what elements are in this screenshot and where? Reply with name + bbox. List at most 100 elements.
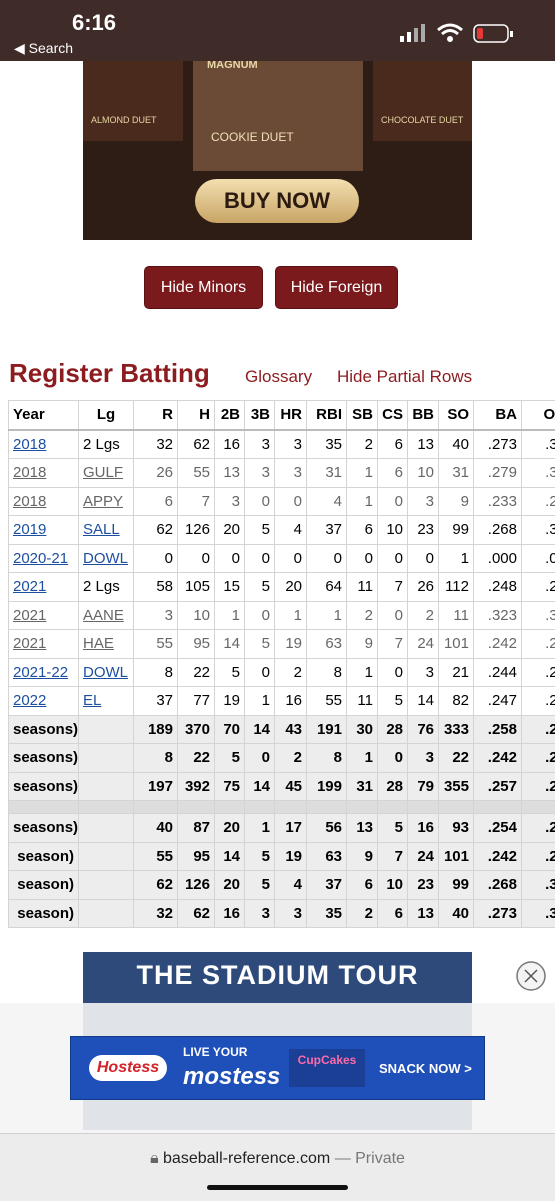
table-cell[interactable]: 2018 bbox=[9, 459, 79, 488]
separator-cell bbox=[474, 801, 522, 814]
ad-banner[interactable]: MAGNUM ALMOND DUET COOKIE DUET CHOCOLATE… bbox=[83, 61, 472, 240]
summary-cell bbox=[79, 744, 134, 773]
summary-cell: 5 bbox=[245, 871, 275, 900]
separator-cell bbox=[408, 801, 439, 814]
summary-cell: .254 bbox=[474, 814, 522, 843]
summary-cell: 6 bbox=[347, 871, 378, 900]
table-cell: 63 bbox=[307, 630, 347, 659]
table-cell: 0 bbox=[378, 601, 408, 630]
table-cell[interactable]: 2021 bbox=[9, 573, 79, 602]
summary-cell: .29 bbox=[522, 772, 555, 801]
table-cell: 37 bbox=[134, 687, 178, 716]
table-cell[interactable]: EL bbox=[79, 687, 134, 716]
close-ad-button[interactable] bbox=[515, 960, 547, 992]
table-cell: .28 bbox=[522, 687, 555, 716]
table-cell[interactable]: 2020-21 bbox=[9, 544, 79, 573]
table-cell: 11 bbox=[347, 573, 378, 602]
partial-rows-link[interactable]: Hide Partial Rows bbox=[337, 367, 472, 387]
summary-cell: 5 bbox=[215, 744, 245, 773]
table-cell: 13 bbox=[408, 430, 439, 459]
glossary-link[interactable]: Glossary bbox=[245, 367, 312, 387]
table-cell: 0 bbox=[275, 487, 307, 516]
ad-banner[interactable]: Hostess LIVE YOUR mostess CupCakes SNACK… bbox=[70, 1036, 485, 1100]
table-cell[interactable]: 2018 bbox=[9, 430, 79, 459]
table-cell: 15 bbox=[215, 573, 245, 602]
ad-cta[interactable]: SNACK NOW > bbox=[379, 1061, 472, 1076]
table-cell: 55 bbox=[178, 459, 215, 488]
table-cell: 2 Lgs bbox=[79, 430, 134, 459]
table-cell[interactable]: HAE bbox=[79, 630, 134, 659]
summary-cell: .268 bbox=[474, 871, 522, 900]
ad-text: LIVE YOUR bbox=[183, 1045, 247, 1059]
summary-cell: 4 bbox=[275, 871, 307, 900]
summary-cell: .30 bbox=[522, 871, 555, 900]
table-cell: 7 bbox=[178, 487, 215, 516]
table-cell: 55 bbox=[134, 630, 178, 659]
clock: 6:16 bbox=[72, 10, 116, 36]
summary-cell: 189 bbox=[134, 715, 178, 744]
address-bar[interactable]: 🔒︎ baseball-reference.com — Private bbox=[0, 1150, 555, 1168]
table-cell: .29 bbox=[522, 573, 555, 602]
table-cell: 3 bbox=[215, 487, 245, 516]
table-cell[interactable]: APPY bbox=[79, 487, 134, 516]
table-cell[interactable]: 2021-22 bbox=[9, 658, 79, 687]
table-cell: 1 bbox=[307, 601, 347, 630]
table-cell: 62 bbox=[178, 430, 215, 459]
table-cell: 0 bbox=[245, 487, 275, 516]
summary-cell: .29 bbox=[522, 842, 555, 871]
table-cell: 1 bbox=[275, 601, 307, 630]
table-cell: 112 bbox=[439, 573, 474, 602]
summary-cell: 62 bbox=[178, 899, 215, 928]
table-cell: 3 bbox=[134, 601, 178, 630]
table-cell[interactable]: AANE bbox=[79, 601, 134, 630]
column-header: Year bbox=[9, 401, 79, 430]
table-cell[interactable]: 2019 bbox=[9, 516, 79, 545]
table-cell: 5 bbox=[378, 687, 408, 716]
table-cell: 23 bbox=[408, 516, 439, 545]
separator-cell bbox=[79, 801, 134, 814]
back-link[interactable]: ◀ Search bbox=[14, 40, 73, 57]
table-cell: 3 bbox=[275, 430, 307, 459]
summary-cell: 0 bbox=[245, 744, 275, 773]
hide-minors-button[interactable]: Hide Minors bbox=[145, 267, 262, 308]
table-cell[interactable]: 2022 bbox=[9, 687, 79, 716]
summary-cell: 40 bbox=[439, 899, 474, 928]
table-cell: 6 bbox=[347, 516, 378, 545]
summary-cell: 16 bbox=[215, 899, 245, 928]
summary-cell: 35 bbox=[307, 899, 347, 928]
column-header: 3B bbox=[245, 401, 275, 430]
table-cell[interactable]: 2021 bbox=[9, 601, 79, 630]
table-cell[interactable]: DOWL bbox=[79, 658, 134, 687]
table-cell: 10 bbox=[408, 459, 439, 488]
table-cell: 13 bbox=[215, 459, 245, 488]
table-cell: 8 bbox=[134, 658, 178, 687]
summary-cell: seasons) bbox=[9, 744, 79, 773]
summary-cell: 370 bbox=[178, 715, 215, 744]
hide-foreign-button[interactable]: Hide Foreign bbox=[276, 267, 397, 308]
separator-cell bbox=[378, 801, 408, 814]
table-cell[interactable]: GULF bbox=[79, 459, 134, 488]
table-cell: 16 bbox=[275, 687, 307, 716]
table-cell[interactable]: SALL bbox=[79, 516, 134, 545]
table-cell: 55 bbox=[307, 687, 347, 716]
table-cell: 0 bbox=[178, 544, 215, 573]
column-header: 2B bbox=[215, 401, 245, 430]
separator-cell bbox=[245, 801, 275, 814]
table-cell: 5 bbox=[245, 573, 275, 602]
summary-cell: 19 bbox=[275, 842, 307, 871]
summary-cell bbox=[79, 899, 134, 928]
ad-item: COOKIE DUET bbox=[211, 130, 294, 144]
table-cell[interactable]: DOWL bbox=[79, 544, 134, 573]
table-cell: .279 bbox=[474, 459, 522, 488]
ad-button[interactable]: BUY NOW bbox=[195, 179, 359, 223]
table-cell[interactable]: 2018 bbox=[9, 487, 79, 516]
table-cell: .29 bbox=[522, 630, 555, 659]
back-label[interactable]: Search bbox=[29, 40, 73, 56]
table-cell[interactable]: 2021 bbox=[9, 630, 79, 659]
